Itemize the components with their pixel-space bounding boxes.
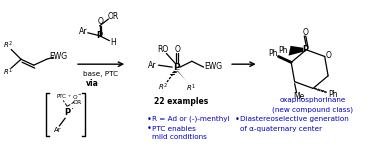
Text: via: via <box>86 79 99 88</box>
Text: oxaphosphorinane: oxaphosphorinane <box>279 97 346 103</box>
Text: Ar: Ar <box>79 27 87 36</box>
Text: R = Ad or (-)-menthyl: R = Ad or (-)-menthyl <box>152 116 229 122</box>
Text: EWG: EWG <box>204 62 223 71</box>
Text: (new compound class): (new compound class) <box>272 106 353 113</box>
Text: P: P <box>64 108 70 117</box>
Text: PTC enables: PTC enables <box>152 126 195 132</box>
Text: $R^2$: $R^2$ <box>3 40 13 51</box>
Text: EWG: EWG <box>49 52 67 61</box>
Text: Ar: Ar <box>148 61 157 70</box>
Text: H: H <box>110 38 116 47</box>
Text: PTC: PTC <box>56 94 66 99</box>
Text: mild conditions: mild conditions <box>152 134 206 140</box>
Text: Ar: Ar <box>54 127 61 133</box>
Text: O: O <box>98 17 104 26</box>
Text: RO: RO <box>157 45 168 54</box>
Text: 22 examples: 22 examples <box>154 97 208 106</box>
Text: $R^1$: $R^1$ <box>3 66 13 78</box>
Text: Ph: Ph <box>328 90 338 99</box>
Text: P: P <box>302 45 308 54</box>
Text: Ph: Ph <box>278 46 287 55</box>
Text: ·: · <box>71 104 74 114</box>
Text: •: • <box>235 115 240 124</box>
Text: OR: OR <box>108 12 119 21</box>
Text: O: O <box>302 28 308 37</box>
Text: of α-quaternary center: of α-quaternary center <box>240 126 322 132</box>
Text: Me: Me <box>293 92 304 101</box>
Polygon shape <box>177 70 190 85</box>
Polygon shape <box>288 46 303 56</box>
Text: •: • <box>147 124 152 133</box>
Text: OR: OR <box>72 100 82 105</box>
Text: O$^-$: O$^-$ <box>72 93 82 101</box>
Text: $R^2$: $R^2$ <box>158 82 168 93</box>
Text: O: O <box>174 45 180 54</box>
Text: base, PTC: base, PTC <box>83 71 118 77</box>
Text: Diastereoselective generation: Diastereoselective generation <box>240 116 349 122</box>
Text: Ph: Ph <box>268 49 277 58</box>
Text: P: P <box>96 31 102 40</box>
Text: •: • <box>147 115 152 124</box>
Text: P: P <box>173 63 180 72</box>
Text: $R^1$: $R^1$ <box>186 83 196 94</box>
Text: O: O <box>326 51 332 60</box>
Text: $^+$: $^+$ <box>67 94 73 99</box>
